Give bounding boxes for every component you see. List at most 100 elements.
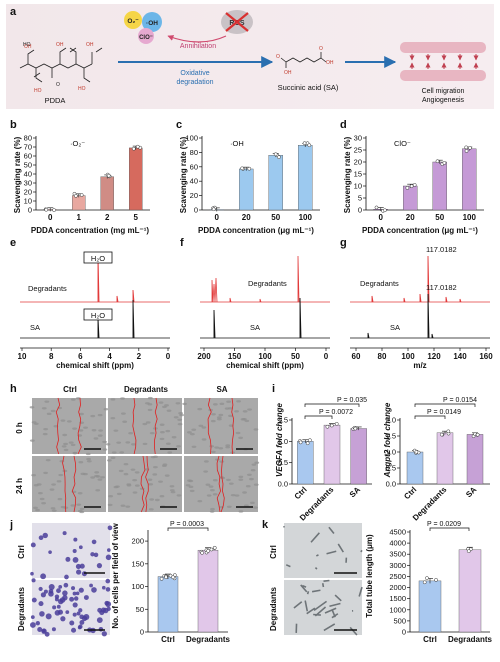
x-tick-label: 100 bbox=[401, 352, 415, 361]
panel-a-letter: a bbox=[10, 6, 17, 18]
i-left-p-top: P = 0.035 bbox=[337, 397, 367, 404]
cell-texture bbox=[148, 508, 154, 511]
data-point bbox=[468, 146, 472, 150]
cell-texture bbox=[188, 485, 194, 489]
x-tick-label: 60 bbox=[352, 352, 361, 361]
bar bbox=[100, 176, 114, 211]
ros-clo-circle bbox=[138, 28, 154, 44]
bar bbox=[323, 424, 341, 485]
tube-segment bbox=[358, 586, 363, 597]
cell-texture bbox=[29, 406, 35, 409]
wound-edge-left bbox=[62, 455, 67, 513]
cell-texture bbox=[60, 505, 66, 509]
stained-cell bbox=[60, 616, 66, 622]
cell-texture bbox=[134, 484, 140, 487]
cell-texture bbox=[120, 504, 126, 507]
bar bbox=[436, 432, 454, 485]
micrograph bbox=[108, 398, 182, 454]
cell-texture bbox=[161, 464, 167, 468]
ros-o2-label: O₂⁻ bbox=[127, 18, 139, 25]
stained-cell bbox=[101, 631, 107, 637]
x-tick-label: 6 bbox=[78, 352, 83, 361]
significance-bracket bbox=[304, 403, 360, 407]
cell-texture bbox=[110, 416, 116, 420]
chart-k: 0 500 1000 1500 2000 2500 3000 3500 4000 4500 Ctrl… bbox=[389, 528, 492, 645]
cell-texture bbox=[153, 465, 158, 469]
stained-cell bbox=[62, 531, 67, 536]
cell-texture bbox=[164, 474, 170, 477]
cell-texture bbox=[253, 428, 259, 431]
cell-texture bbox=[113, 485, 119, 489]
y-tick-label: 2000 bbox=[389, 583, 406, 592]
cell-texture bbox=[147, 403, 153, 406]
annihilation-label: Annihilation bbox=[180, 43, 216, 50]
cell-texture bbox=[215, 458, 220, 461]
cell-texture bbox=[142, 442, 148, 446]
k-p-value: P = 0.0209 bbox=[427, 521, 461, 528]
cell-texture bbox=[212, 403, 218, 406]
significance-bracket bbox=[429, 527, 470, 531]
cell-texture bbox=[226, 505, 232, 508]
data-point bbox=[79, 193, 84, 197]
data-point bbox=[307, 143, 312, 148]
cell-texture bbox=[120, 397, 125, 400]
cell-texture bbox=[253, 506, 258, 509]
y-tick-label: 4000 bbox=[389, 539, 406, 548]
panel-j: j Ctrl Degradants bbox=[9, 519, 113, 637]
cell-texture bbox=[234, 410, 239, 413]
cell-texture bbox=[131, 443, 136, 446]
data-point bbox=[425, 576, 429, 580]
bar bbox=[406, 451, 424, 485]
cell-texture bbox=[39, 497, 45, 501]
tube-segment bbox=[349, 626, 358, 636]
stained-cell bbox=[40, 592, 46, 598]
stained-cell bbox=[45, 613, 52, 620]
svg-text:O: O bbox=[56, 82, 60, 88]
y-tick-label: 15 bbox=[354, 170, 362, 179]
y-tick-label: 150 bbox=[131, 559, 144, 568]
cell-texture bbox=[216, 416, 222, 419]
cell-texture bbox=[201, 426, 207, 429]
panel-b-letter: b bbox=[10, 119, 17, 131]
cell-texture bbox=[208, 485, 214, 488]
cell-texture bbox=[43, 471, 48, 475]
wound-edge-right bbox=[220, 455, 225, 513]
data-point bbox=[414, 450, 419, 454]
stained-cell bbox=[101, 585, 106, 590]
sa-label: Succinic acid (SA) bbox=[278, 83, 339, 92]
cell-texture bbox=[102, 440, 108, 444]
cell-texture bbox=[219, 460, 225, 463]
stained-cell bbox=[91, 587, 97, 593]
y-tick-label: 0.5 bbox=[386, 464, 396, 473]
cell-texture bbox=[228, 414, 233, 418]
cell-texture bbox=[102, 448, 108, 451]
cell-texture bbox=[147, 396, 153, 400]
y-tick-label: 10 bbox=[354, 182, 362, 191]
cell-texture bbox=[149, 498, 155, 501]
cell-texture bbox=[152, 473, 158, 476]
cell-texture bbox=[144, 468, 150, 471]
y-tick-label: 60 bbox=[190, 162, 198, 171]
cell-texture bbox=[226, 400, 232, 403]
cell-layer-top bbox=[400, 42, 486, 53]
cell-texture bbox=[107, 503, 113, 507]
data-point bbox=[44, 207, 49, 212]
cell-texture bbox=[70, 504, 76, 507]
cell-texture bbox=[147, 478, 153, 481]
cell-texture bbox=[121, 412, 126, 415]
chart-j: 0 50 100 150 200 Ctrl Degradants bbox=[131, 527, 231, 644]
cell-texture bbox=[153, 455, 158, 459]
significance-bracket bbox=[167, 527, 209, 531]
spectrum-g-xlabel: m/z bbox=[413, 361, 426, 370]
tube-segment bbox=[329, 602, 341, 608]
succinic-acid-structure bbox=[280, 52, 327, 68]
wound-edge-left bbox=[207, 397, 212, 455]
tube-segment bbox=[306, 607, 316, 615]
cell-texture bbox=[44, 400, 50, 403]
data-point bbox=[446, 429, 451, 434]
cell-texture bbox=[206, 494, 212, 497]
bar bbox=[157, 576, 179, 633]
y-tick-label: 1.5 bbox=[278, 416, 288, 425]
data-point bbox=[171, 575, 175, 580]
stained-cell bbox=[97, 607, 103, 613]
